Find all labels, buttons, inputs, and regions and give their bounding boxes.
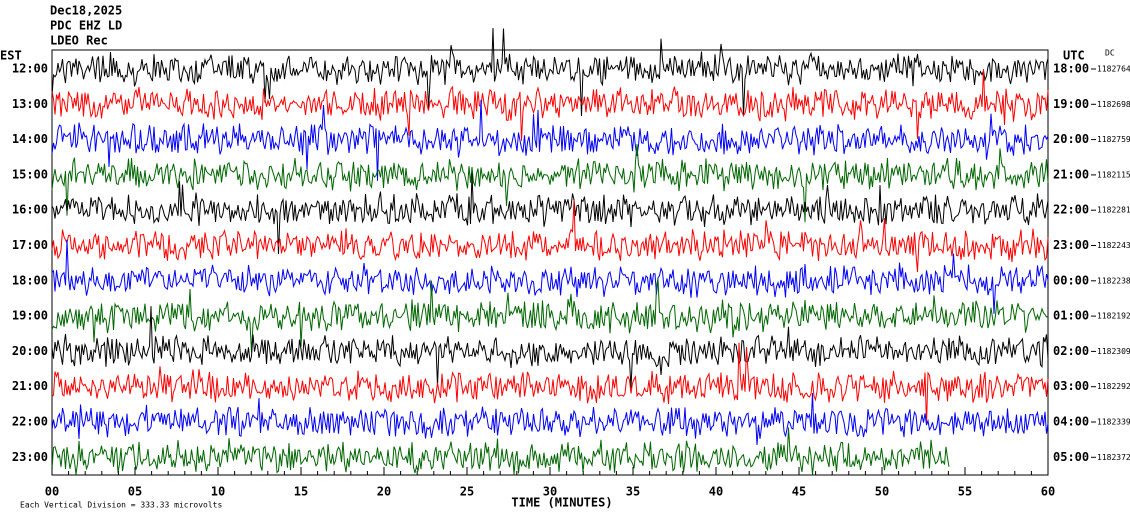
x-tick-label: 40 [709, 485, 723, 499]
local-time: 22:00 [12, 415, 48, 429]
trace [51, 173, 1049, 255]
x-tick-label: 05 [128, 485, 142, 499]
trace [51, 239, 1049, 314]
trace [51, 144, 1049, 223]
dc-value: 1182192 [1097, 312, 1130, 321]
x-tick-label: 25 [460, 485, 474, 499]
dc-value: 1182372 [1097, 453, 1130, 462]
local-time: 19:00 [12, 309, 48, 323]
local-time: 17:00 [12, 238, 48, 252]
x-tick-label: 60 [1041, 485, 1055, 499]
x-tick-label: 45 [792, 485, 806, 499]
dc-label: DC [1105, 49, 1115, 58]
x-axis-label: TIME (MINUTES) [511, 496, 612, 510]
dc-value: 1182698 [1097, 100, 1130, 109]
utc-time: 02:00 [1053, 344, 1089, 358]
trace [51, 342, 1049, 425]
utc-time: 23:00 [1053, 238, 1089, 252]
utc-time: 04:00 [1053, 415, 1089, 429]
local-time: 13:00 [12, 97, 48, 111]
utc-time: 01:00 [1053, 309, 1089, 323]
header-line: PDC EHZ LD [50, 19, 122, 33]
left-zone: EST [0, 49, 22, 63]
dc-value: 1182115 [1097, 170, 1130, 179]
utc-time: 22:00 [1053, 203, 1089, 217]
local-time: 14:00 [12, 132, 48, 146]
x-tick-label: 30 [543, 485, 557, 499]
x-tick-label: 35 [626, 485, 640, 499]
local-time: 15:00 [12, 167, 48, 181]
dc-value: 1182759 [1097, 135, 1130, 144]
dc-value: 1182764 [1097, 65, 1130, 74]
dc-value: 1182309 [1097, 347, 1130, 356]
x-tick-label: 10 [211, 485, 225, 499]
dc-value: 1182339 [1097, 418, 1130, 427]
local-time: 23:00 [12, 450, 48, 464]
trace [51, 200, 1049, 273]
x-tick-label: 00 [45, 485, 59, 499]
trace [51, 69, 1049, 141]
utc-time: 20:00 [1053, 132, 1089, 146]
utc-time: 03:00 [1053, 379, 1089, 393]
local-time: 18:00 [12, 273, 48, 287]
trace [51, 278, 1049, 353]
trace [51, 306, 1049, 389]
footer: Each Vertical Division = 333.33 microvol… [20, 501, 222, 510]
dc-value: 1182238 [1097, 276, 1130, 285]
utc-time: 18:00 [1053, 62, 1089, 76]
labels: 12:00 18:00 1182764 13:00 19:00 1182698 14:00 2… [0, 4, 1130, 510]
x-tick-label: 15 [294, 485, 308, 499]
trace [51, 427, 950, 475]
traces [51, 27, 1049, 475]
trace [51, 27, 1049, 117]
local-time: 16:00 [12, 203, 48, 217]
header-line: LDEO Rec [50, 34, 108, 48]
trace [51, 99, 1049, 181]
utc-time: 00:00 [1053, 273, 1089, 287]
dc-value: 1182292 [1097, 382, 1130, 391]
utc-time: 05:00 [1053, 450, 1089, 464]
x-tick-label: 20 [377, 485, 391, 499]
x-tick-label: 50 [875, 485, 889, 499]
dc-value: 1182243 [1097, 241, 1130, 250]
utc-time: 19:00 [1053, 97, 1089, 111]
header-line: Dec18,2025 [50, 4, 122, 18]
plot-frame [51, 49, 1049, 476]
local-time: 12:00 [12, 62, 48, 76]
dc-value: 1182281 [1097, 206, 1130, 215]
right-zone: UTC [1063, 49, 1085, 63]
trace [51, 392, 1049, 446]
utc-time: 21:00 [1053, 167, 1089, 181]
x-tick-label: 55 [958, 485, 972, 499]
local-time: 20:00 [12, 344, 48, 358]
local-time: 21:00 [12, 379, 48, 393]
